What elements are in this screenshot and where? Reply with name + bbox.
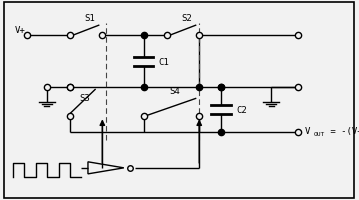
Text: V: V (304, 127, 310, 135)
Text: S3: S3 (79, 94, 90, 102)
Text: C1: C1 (159, 58, 169, 66)
Text: V+: V+ (14, 26, 25, 35)
Text: S2: S2 (181, 14, 192, 23)
Text: S1: S1 (84, 14, 95, 23)
Text: C2: C2 (236, 106, 247, 114)
Text: OUT: OUT (314, 131, 325, 136)
Text: S4: S4 (170, 87, 180, 96)
Text: = -(V+): = -(V+) (325, 127, 359, 135)
